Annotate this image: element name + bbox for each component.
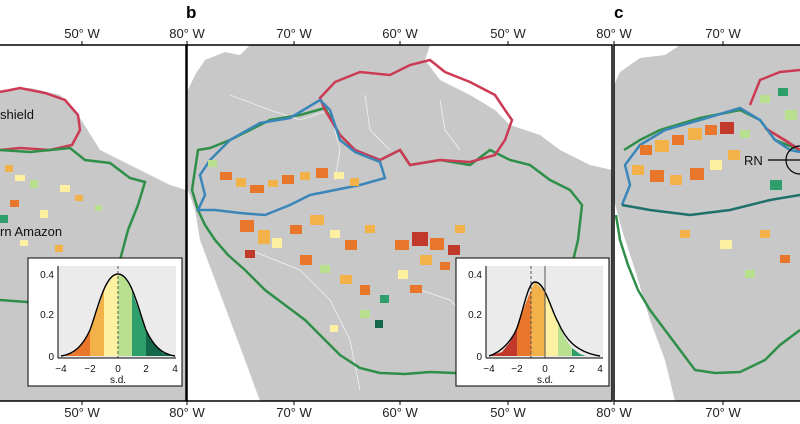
bottom-axis: 50° W 80° W 70° W 60° W 50° W 80° W 70° …	[64, 401, 741, 420]
panel-c-top-tick-70w: 70° W	[705, 26, 741, 41]
panel-a-region-label-shield: shield	[0, 107, 34, 122]
panel-c-frame	[613, 44, 800, 402]
panel-a-inset-y-tick-0: 0	[48, 352, 54, 363]
panel-a-inset-x-tick-2: 2	[143, 364, 149, 375]
panel-a-top-tick-50w: 50° W	[64, 26, 100, 41]
panel-a-inset-band-6	[146, 330, 175, 356]
panel-c: RN	[614, 45, 800, 401]
panel-c-guiana-shield-outline	[748, 68, 800, 152]
panel-c-anomaly-pixels	[632, 88, 797, 278]
panel-b: 0.4 0.2 0 −4 −2 0 2 4 s.d.	[188, 45, 612, 401]
panel-a-bottom-tick-80w: 80° W	[169, 405, 205, 419]
panel-c-region-label-rn: RN	[744, 153, 763, 168]
panel-b-top-tick-70w: 70° W	[276, 26, 312, 41]
panel-a-guiana-shield-outline	[0, 86, 82, 152]
panel-c-ocean-w	[614, 200, 675, 401]
panel-b-inset-x-label: s.d.	[537, 375, 553, 386]
panel-b-inset-density-curve	[488, 281, 601, 357]
panel-b-bottom-tick-70w: 70° W	[276, 405, 312, 419]
panel-b-inset-y-tick-0-4: 0.4	[468, 270, 482, 281]
panel-b-inset-y-tick-0-2: 0.2	[468, 310, 482, 321]
panel-a-bottom-tick-50w: 50° W	[64, 405, 100, 419]
panel-c-rn-region-outline	[621, 193, 800, 217]
panel-b-inset-band-6	[572, 348, 586, 356]
panel-a-anomaly-pixels	[0, 165, 102, 252]
panel-a-inset-band-5	[132, 290, 146, 356]
panel-c-ocean-nw	[614, 45, 680, 85]
panel-b-top-tick-50w: 50° W	[490, 26, 526, 41]
panel-a-inset-x-label: s.d.	[110, 375, 126, 386]
panel-b-bottom-tick-60w: 60° W	[382, 405, 418, 419]
panel-c-letter: c	[614, 3, 623, 22]
panel-a-inset: 0.4 0.2 0 −4 −2 0 2 4 s.d.	[27, 257, 183, 387]
panel-c-rn-marker	[785, 145, 800, 175]
panel-b-inset-x-tick-2: 2	[569, 364, 575, 375]
panel-b-inset-y-tick-0: 0	[476, 352, 482, 363]
panel-a: shield rn Amazon 0.4 0.2 0 −4 −2 0 2 4 s…	[0, 45, 186, 401]
panel-b-letter: b	[186, 3, 196, 22]
panel-b-top-tick-80w: 80° W	[596, 26, 632, 41]
panel-b-ocean-ne	[425, 45, 612, 170]
panel-c-northwest-amazon-outline	[620, 106, 800, 206]
panel-a-top-tick-80w: 80° W	[169, 26, 205, 41]
panel-a-region-label-amazon: rn Amazon	[0, 224, 62, 239]
panel-a-frame	[0, 44, 187, 402]
panel-a-inset-band-4	[118, 274, 132, 356]
panel-a-inset-band-2	[90, 290, 104, 356]
panel-b-inset-x-tick-m4: −4	[483, 364, 495, 375]
panel-b-ocean-w	[188, 190, 260, 401]
panel-b-guiana-shield-outline	[318, 58, 514, 167]
panel-a-inset-y-tick-0-2: 0.2	[40, 310, 54, 321]
panel-b-inset-band-1	[489, 328, 517, 356]
panel-b-anomaly-pixels	[208, 160, 465, 332]
panel-a-inset-x-tick-m2: −2	[84, 364, 96, 375]
panel-b-inset-x-tick-4: 4	[597, 364, 603, 375]
panel-a-inset-band-3	[104, 274, 118, 356]
panel-b-inset-band-4	[545, 292, 558, 356]
panel-b-ocean-nw	[188, 45, 250, 90]
panel-b-inset-x-tick-0: 0	[542, 364, 548, 375]
panel-b-inset-band-3	[531, 282, 545, 356]
top-axis: 50° W 80° W 70° W 60° W 50° W 80° W 70° …	[64, 26, 741, 45]
panel-a-inset-x-tick-m4: −4	[55, 364, 67, 375]
panel-a-inset-x-tick-4: 4	[172, 364, 178, 375]
panel-b-bottom-tick-50w: 50° W	[490, 405, 526, 419]
panel-b-inset-band-2	[517, 290, 531, 356]
panel-b-bottom-tick-80w: 80° W	[596, 405, 632, 419]
panel-a-inset-x-tick-0: 0	[115, 364, 121, 375]
panel-b-inset: 0.4 0.2 0 −4 −2 0 2 4 s.d.	[455, 257, 610, 387]
panel-b-top-tick-60w: 60° W	[382, 26, 418, 41]
panel-c-bottom-tick-70w: 70° W	[705, 405, 741, 419]
panel-a-inset-band-1	[61, 330, 90, 356]
panel-a-inset-y-tick-0-4: 0.4	[40, 270, 54, 281]
panel-b-inset-x-tick-m2: −2	[511, 364, 523, 375]
panel-b-northwest-amazon-outline	[196, 98, 387, 217]
